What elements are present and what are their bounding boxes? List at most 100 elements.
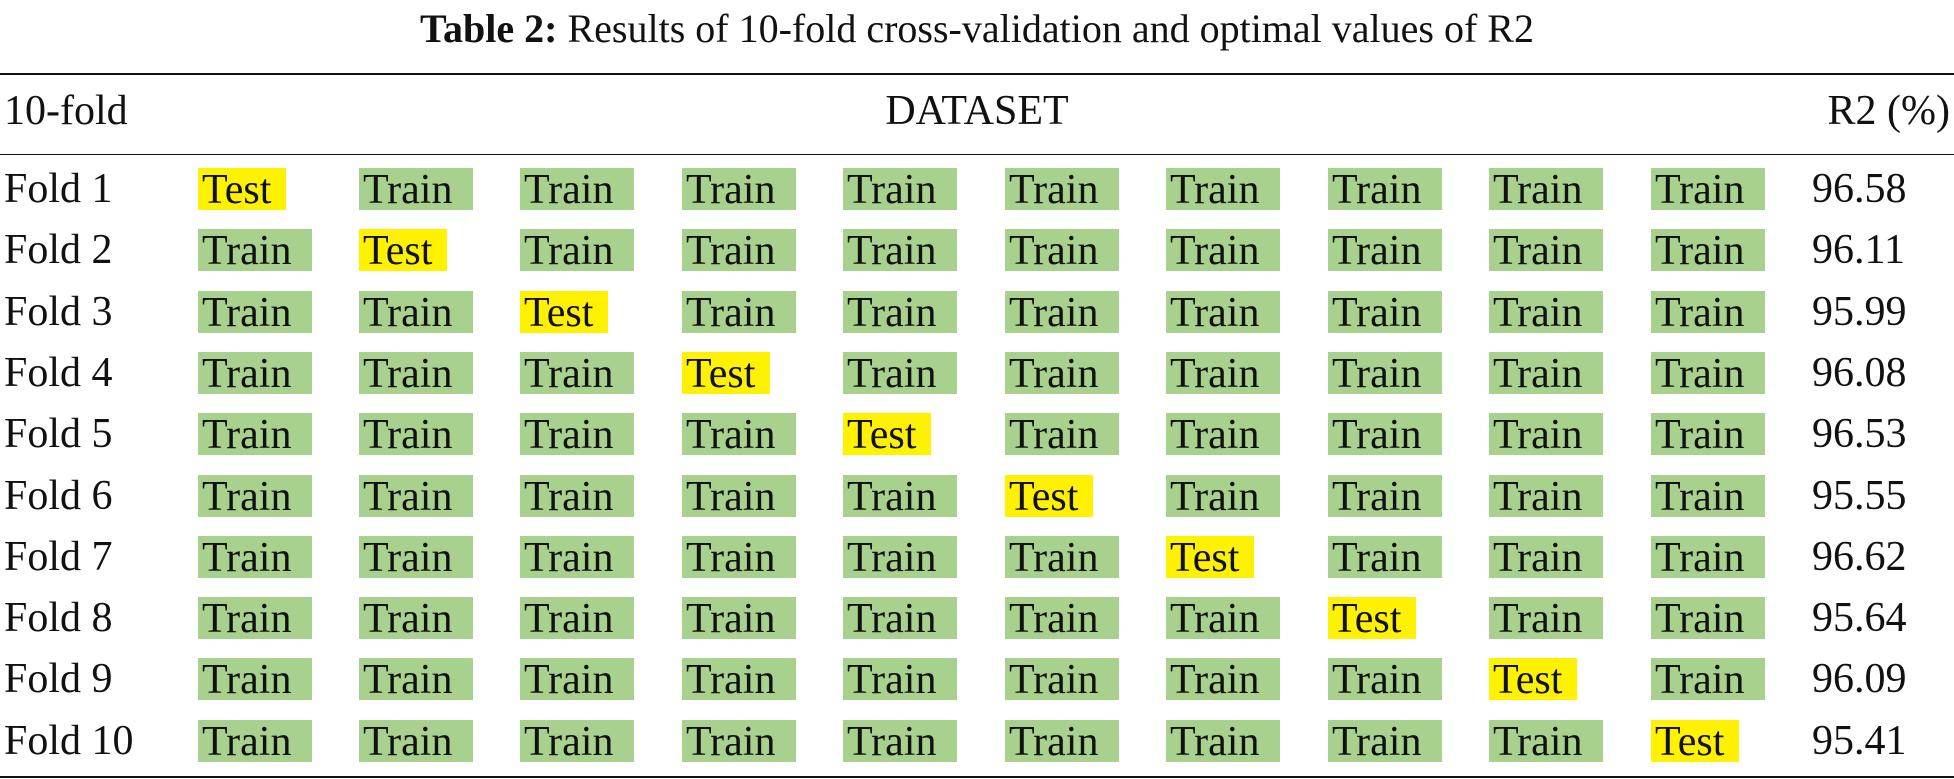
train-cell: Train (520, 351, 634, 396)
r2-value: 95.99 (1812, 288, 1907, 335)
train-cell: Train (359, 351, 473, 396)
fold-label: Fold 6 (4, 472, 113, 519)
train-cell: Train (359, 535, 473, 580)
train-cell: Train (1328, 229, 1442, 273)
train-cell: Train (198, 290, 312, 335)
train-cell: Train (843, 658, 957, 702)
train-cell: Train (1166, 474, 1280, 519)
train-cell: Train (843, 229, 957, 273)
r2-value: 96.08 (1812, 349, 1907, 396)
train-cell: Train (682, 597, 796, 641)
train-cell: Train (520, 229, 634, 273)
header-dataset: DATASET (885, 88, 1069, 134)
train-cell: Train (359, 168, 473, 212)
train-cell: Train (198, 413, 312, 457)
train-cell: Train (1166, 413, 1280, 457)
fold-label: Fold 3 (4, 288, 113, 335)
train-cell: Train (520, 658, 634, 702)
train-cell: Train (520, 719, 634, 764)
test-cell: Test (1651, 719, 1739, 764)
header-r2: R2 (%) (1827, 88, 1950, 134)
table-row: Fold 6 Train Train Train Train Train Test Train… (0, 467, 1954, 528)
r2-value: 96.11 (1812, 227, 1905, 274)
train-cell: Train (1651, 535, 1765, 580)
train-cell: Train (682, 290, 796, 335)
train-cell: Train (1005, 168, 1119, 212)
fold-label: Fold 4 (4, 349, 113, 396)
train-cell: Train (1328, 474, 1442, 519)
train-cell: Train (682, 658, 796, 702)
train-cell: Train (359, 474, 473, 519)
train-cell: Train (198, 658, 312, 702)
train-cell: Train (1005, 597, 1119, 641)
train-cell: Train (1651, 413, 1765, 457)
train-cell: Train (1489, 597, 1603, 641)
train-cell: Train (1166, 597, 1280, 641)
test-cell: Test (682, 351, 770, 396)
train-cell: Train (1166, 719, 1280, 764)
train-cell: Train (843, 290, 957, 335)
bottom-rule (0, 776, 1954, 778)
train-cell: Train (520, 474, 634, 519)
train-cell: Train (682, 229, 796, 273)
train-cell: Train (359, 597, 473, 641)
fold-label: Fold 5 (4, 411, 113, 458)
train-cell: Train (1005, 229, 1119, 273)
train-cell: Train (1328, 168, 1442, 212)
train-cell: Train (1328, 535, 1442, 580)
table-row: Fold 2 Train Test Train Train Train Train Train… (0, 221, 1954, 282)
train-cell: Train (682, 719, 796, 764)
train-cell: Train (1005, 535, 1119, 580)
fold-label: Fold 7 (4, 533, 113, 580)
train-cell: Train (682, 168, 796, 212)
table-row: Fold 9 Train Train Train Train Train Train Trai… (0, 650, 1954, 711)
fold-label: Fold 8 (4, 595, 113, 642)
train-cell: Train (1489, 535, 1603, 580)
train-cell: Train (1651, 597, 1765, 641)
train-cell: Train (682, 474, 796, 519)
train-cell: Train (359, 719, 473, 764)
train-cell: Train (1489, 719, 1603, 764)
test-cell: Test (520, 290, 608, 335)
train-cell: Train (1005, 351, 1119, 396)
train-cell: Train (359, 658, 473, 702)
train-cell: Train (520, 535, 634, 580)
test-cell: Test (1328, 597, 1416, 641)
train-cell: Train (1489, 290, 1603, 335)
train-cell: Train (1489, 168, 1603, 212)
train-cell: Train (1489, 474, 1603, 519)
r2-value: 95.55 (1812, 472, 1907, 519)
fold-label: Fold 1 (4, 166, 113, 212)
train-cell: Train (1328, 658, 1442, 702)
train-cell: Train (1328, 719, 1442, 764)
train-cell: Train (359, 413, 473, 457)
train-cell: Train (1005, 719, 1119, 764)
train-cell: Train (520, 597, 634, 641)
caption-label: Table 2: (420, 6, 558, 51)
train-cell: Train (1489, 351, 1603, 396)
train-cell: Train (1651, 168, 1765, 212)
train-cell: Train (1489, 229, 1603, 273)
test-cell: Test (359, 229, 447, 273)
train-cell: Train (520, 168, 634, 212)
table-row: Fold 5 Train Train Train Train Test Train Train… (0, 405, 1954, 466)
top-rule (0, 73, 1954, 75)
train-cell: Train (1166, 168, 1280, 212)
header-fold: 10-fold (4, 88, 128, 134)
r2-value: 95.64 (1812, 595, 1907, 642)
train-cell: Train (1166, 351, 1280, 396)
test-cell: Test (1166, 535, 1254, 580)
train-cell: Train (1166, 290, 1280, 335)
train-cell: Train (1489, 413, 1603, 457)
train-cell: Train (843, 351, 957, 396)
train-cell: Train (843, 535, 957, 580)
train-cell: Train (1166, 229, 1280, 273)
train-cell: Train (359, 290, 473, 335)
train-cell: Train (198, 597, 312, 641)
train-cell: Train (843, 719, 957, 764)
train-cell: Train (198, 351, 312, 396)
fold-label: Fold 2 (4, 227, 113, 274)
train-cell: Train (198, 229, 312, 273)
r2-value: 96.53 (1812, 411, 1907, 458)
train-cell: Train (682, 535, 796, 580)
